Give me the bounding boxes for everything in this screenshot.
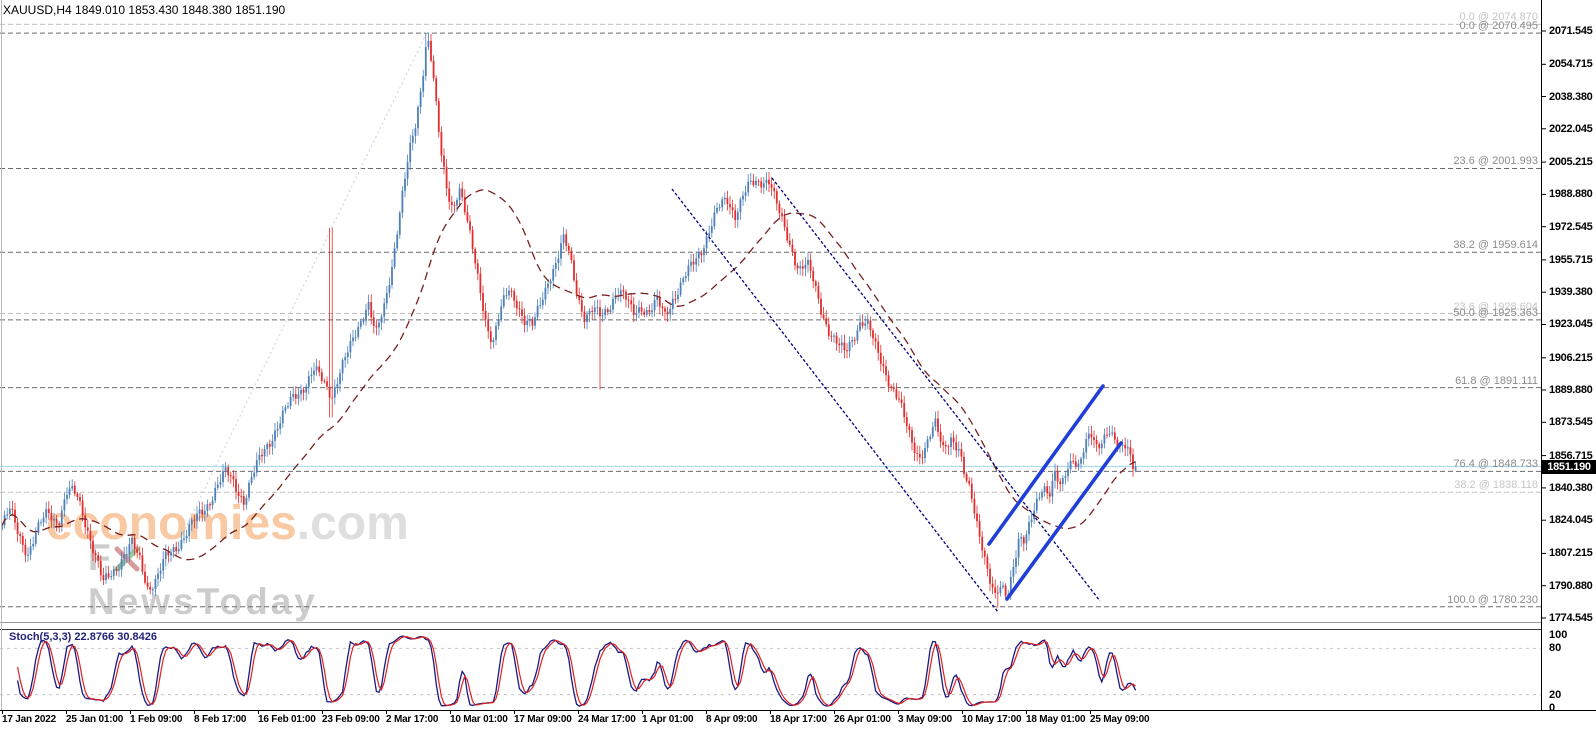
fib-level-label-primary: 50.0 @ 1925.363 <box>1453 306 1538 319</box>
fib-level-label-primary: 100.0 @ 1780.230 <box>1447 593 1538 606</box>
fib-level-label-secondary: 38.2 @ 1838.118 <box>1454 479 1538 492</box>
price-axis-label: 1873.545 <box>1549 416 1593 429</box>
time-axis-label: 10 May 17:00 <box>962 714 1022 725</box>
time-axis-label: 8 Feb 17:00 <box>194 714 247 725</box>
stochastic-lines <box>0 635 1541 707</box>
price-axis-label: 1955.715 <box>1549 253 1593 266</box>
price-axis-label: 1923.045 <box>1549 318 1593 331</box>
stoch-main-line <box>16 635 1137 707</box>
time-axis-label: 16 Feb 01:00 <box>258 714 316 725</box>
time-axis-label: 17 Jan 2022 <box>2 714 56 725</box>
fib-level-label-primary: 0.0 @ 2070.495 <box>1459 20 1538 33</box>
time-axis-label: 10 Mar 01:00 <box>450 714 508 725</box>
time-axis-label: 18 May 01:00 <box>1026 714 1086 725</box>
axes-and-borders <box>0 0 1596 714</box>
time-axis-label: 25 Jan 01:00 <box>66 714 124 725</box>
price-axis-label: 1774.545 <box>1549 611 1593 624</box>
time-axis-label: 26 Apr 01:00 <box>834 714 891 725</box>
moving-average-line <box>1 189 1136 561</box>
time-axis-label: 1 Apr 01:00 <box>642 714 694 725</box>
price-axis-label: 1807.215 <box>1549 547 1593 560</box>
price-axis-label: 1988.880 <box>1549 188 1593 201</box>
watermark-brand-suffix: .com <box>296 497 409 550</box>
time-axis-label: 3 May 09:00 <box>898 714 952 725</box>
stochastic-readout: Stoch(5,3,3) 22.8766 30.8426 <box>9 631 157 643</box>
current-price-tag: 1851.190 <box>1542 459 1596 474</box>
time-axis-label: 1 Feb 09:00 <box>130 714 183 725</box>
watermark-tagline-suffix: NewsToday <box>88 581 318 622</box>
price-axis-label: 1889.880 <box>1549 384 1593 397</box>
stoch-scale-label: 100 <box>1549 628 1568 641</box>
fibonacci-diagonal-line <box>149 29 429 602</box>
price-axis-label: 1939.380 <box>1549 286 1593 299</box>
stoch-scale-label: 0 <box>1549 702 1556 715</box>
price-axis-label: 2071.545 <box>1549 25 1593 37</box>
up-candle-wicks <box>1 33 1136 601</box>
fibonacci-secondary-lines <box>0 23 1541 493</box>
down-candle-bodies <box>11 40 1134 596</box>
stoch-scale-label: 20 <box>1549 688 1562 701</box>
watermark-tagline: FNewsToday <box>88 537 318 623</box>
stoch-scale-label: 80 <box>1549 642 1562 655</box>
time-axis-label: 2 Mar 17:00 <box>386 714 439 725</box>
time-axis-label: 23 Feb 09:00 <box>322 714 380 725</box>
fibonacci-primary-lines <box>0 32 1541 608</box>
symbol-ohlc-readout: XAUUSD,H4 1849.010 1853.430 1848.380 185… <box>3 3 286 17</box>
fib-level-label-secondary: 23.6 @ 1928.604 <box>1453 300 1538 313</box>
price-axis-label: 2054.715 <box>1549 58 1593 71</box>
price-axis-label: 1824.045 <box>1549 514 1593 527</box>
price-axis-label: 1840.380 <box>1549 481 1593 494</box>
time-axis-label: 17 Mar 09:00 <box>514 714 572 725</box>
time-axis-label: 24 Mar 17:00 <box>578 714 636 725</box>
price-axis-label: 2022.045 <box>1549 122 1593 135</box>
price-axis-label: 1790.880 <box>1549 579 1593 592</box>
fib-level-label-primary: 61.8 @ 1891.111 <box>1455 374 1538 387</box>
stoch-signal-line <box>17 635 1136 707</box>
price-axis-label: 1856.715 <box>1549 449 1593 462</box>
fib-level-label-secondary: 0.0 @ 2074.870 <box>1459 11 1538 24</box>
fib-level-label-primary: 76.4 @ 1848.733 <box>1453 458 1538 471</box>
ascending-channel-lines <box>987 384 1123 601</box>
descending-channel-lines <box>671 177 1101 613</box>
up-candle-bodies <box>1 40 1137 596</box>
fib-level-label-primary: 38.2 @ 1959.614 <box>1453 239 1538 252</box>
down-candle-wicks <box>12 33 1134 608</box>
time-axis-label: 8 Apr 09:00 <box>706 714 758 725</box>
price-axis-label: 1906.215 <box>1549 351 1593 364</box>
fib-level-label-primary: 23.6 @ 2001.993 <box>1453 155 1538 168</box>
price-axis-label: 1972.545 <box>1549 220 1593 233</box>
price-axis-label: 2038.380 <box>1549 90 1593 103</box>
price-axis-label: 2005.215 <box>1549 156 1593 169</box>
time-axis-label: 25 May 09:00 <box>1090 714 1150 725</box>
time-axis-label: 18 Apr 17:00 <box>770 714 827 725</box>
